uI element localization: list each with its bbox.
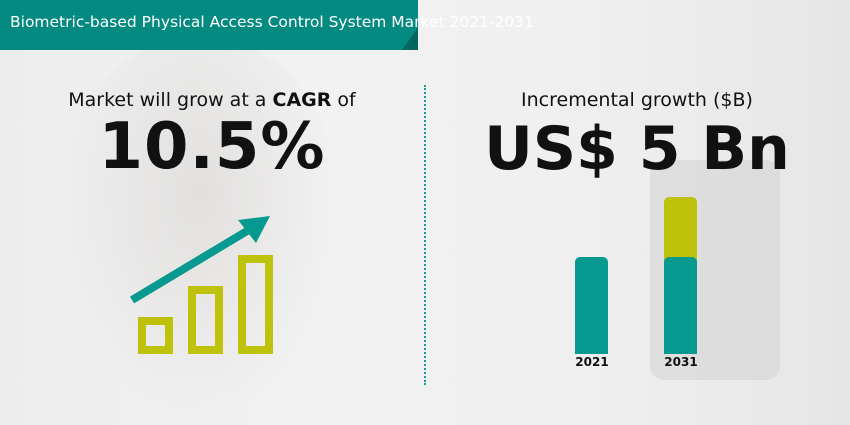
bar-2031-base bbox=[664, 257, 697, 354]
title-banner: Biometric-based Physical Access Control … bbox=[0, 0, 534, 50]
x-tick-label: 2021 bbox=[575, 355, 609, 369]
cagr-label-prefix: Market will grow at a bbox=[68, 89, 273, 111]
cagr-value: 10.5% bbox=[98, 110, 326, 184]
incremental-value: US$ 5 Bn bbox=[484, 114, 790, 184]
incremental-label: Incremental growth ($B) bbox=[521, 89, 753, 111]
icon-arrow-head bbox=[238, 216, 270, 243]
icon-bar-2 bbox=[188, 286, 223, 354]
growth-bars-arrow-icon bbox=[129, 216, 273, 354]
bar-2021-base bbox=[575, 257, 608, 354]
banner-title: Biometric-based Physical Access Control … bbox=[10, 13, 534, 31]
cagr-label: Market will grow at a CAGR of bbox=[12, 89, 412, 111]
icon-bar-3 bbox=[238, 255, 273, 354]
bar-2031-incremental bbox=[664, 196, 697, 263]
background-person-image bbox=[60, 40, 340, 420]
icon-arrow-shaft bbox=[129, 224, 255, 304]
divider bbox=[424, 85, 426, 385]
cagr-label-suffix: of bbox=[331, 89, 356, 111]
banner-fold bbox=[402, 28, 418, 50]
icon-bar-1 bbox=[138, 317, 173, 354]
cagr-label-bold: CAGR bbox=[272, 89, 332, 111]
x-tick-label: 2031 bbox=[664, 355, 698, 369]
